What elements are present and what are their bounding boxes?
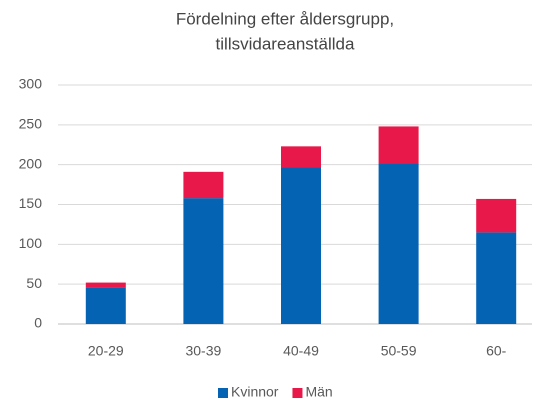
bar-segment [476, 198, 517, 233]
x-tick-label: 50-59 [381, 343, 417, 359]
legend-swatch [218, 388, 228, 398]
x-tick-label: 60- [486, 343, 507, 359]
legend-label: Kvinnor [231, 384, 279, 400]
bar-segment [476, 232, 517, 324]
x-tick-label: 40-49 [283, 343, 319, 359]
bar-segment [281, 167, 321, 324]
chart-title: tillsvidareanställda [216, 34, 355, 53]
x-tick-label: 20-29 [88, 343, 124, 359]
y-tick-label: 150 [19, 195, 43, 211]
y-tick-label: 200 [19, 155, 43, 171]
y-tick-label: 250 [19, 116, 43, 132]
legend-label: Män [305, 384, 332, 400]
bar-segment [85, 282, 126, 288]
bar-segment [183, 171, 224, 199]
bar-segment [183, 198, 224, 324]
y-tick-label: 50 [26, 275, 42, 291]
y-tick-label: 100 [19, 235, 43, 251]
x-tick-label: 30-39 [185, 343, 221, 359]
y-tick-label: 300 [19, 76, 43, 92]
bar-segment [378, 126, 419, 164]
bar-segment [85, 287, 126, 324]
bar-segment [281, 146, 321, 168]
bar-segment [378, 163, 419, 324]
chart-title: Fördelning efter åldersgrupp, [176, 9, 394, 28]
legend-swatch [292, 388, 303, 398]
y-tick-label: 0 [34, 315, 42, 331]
